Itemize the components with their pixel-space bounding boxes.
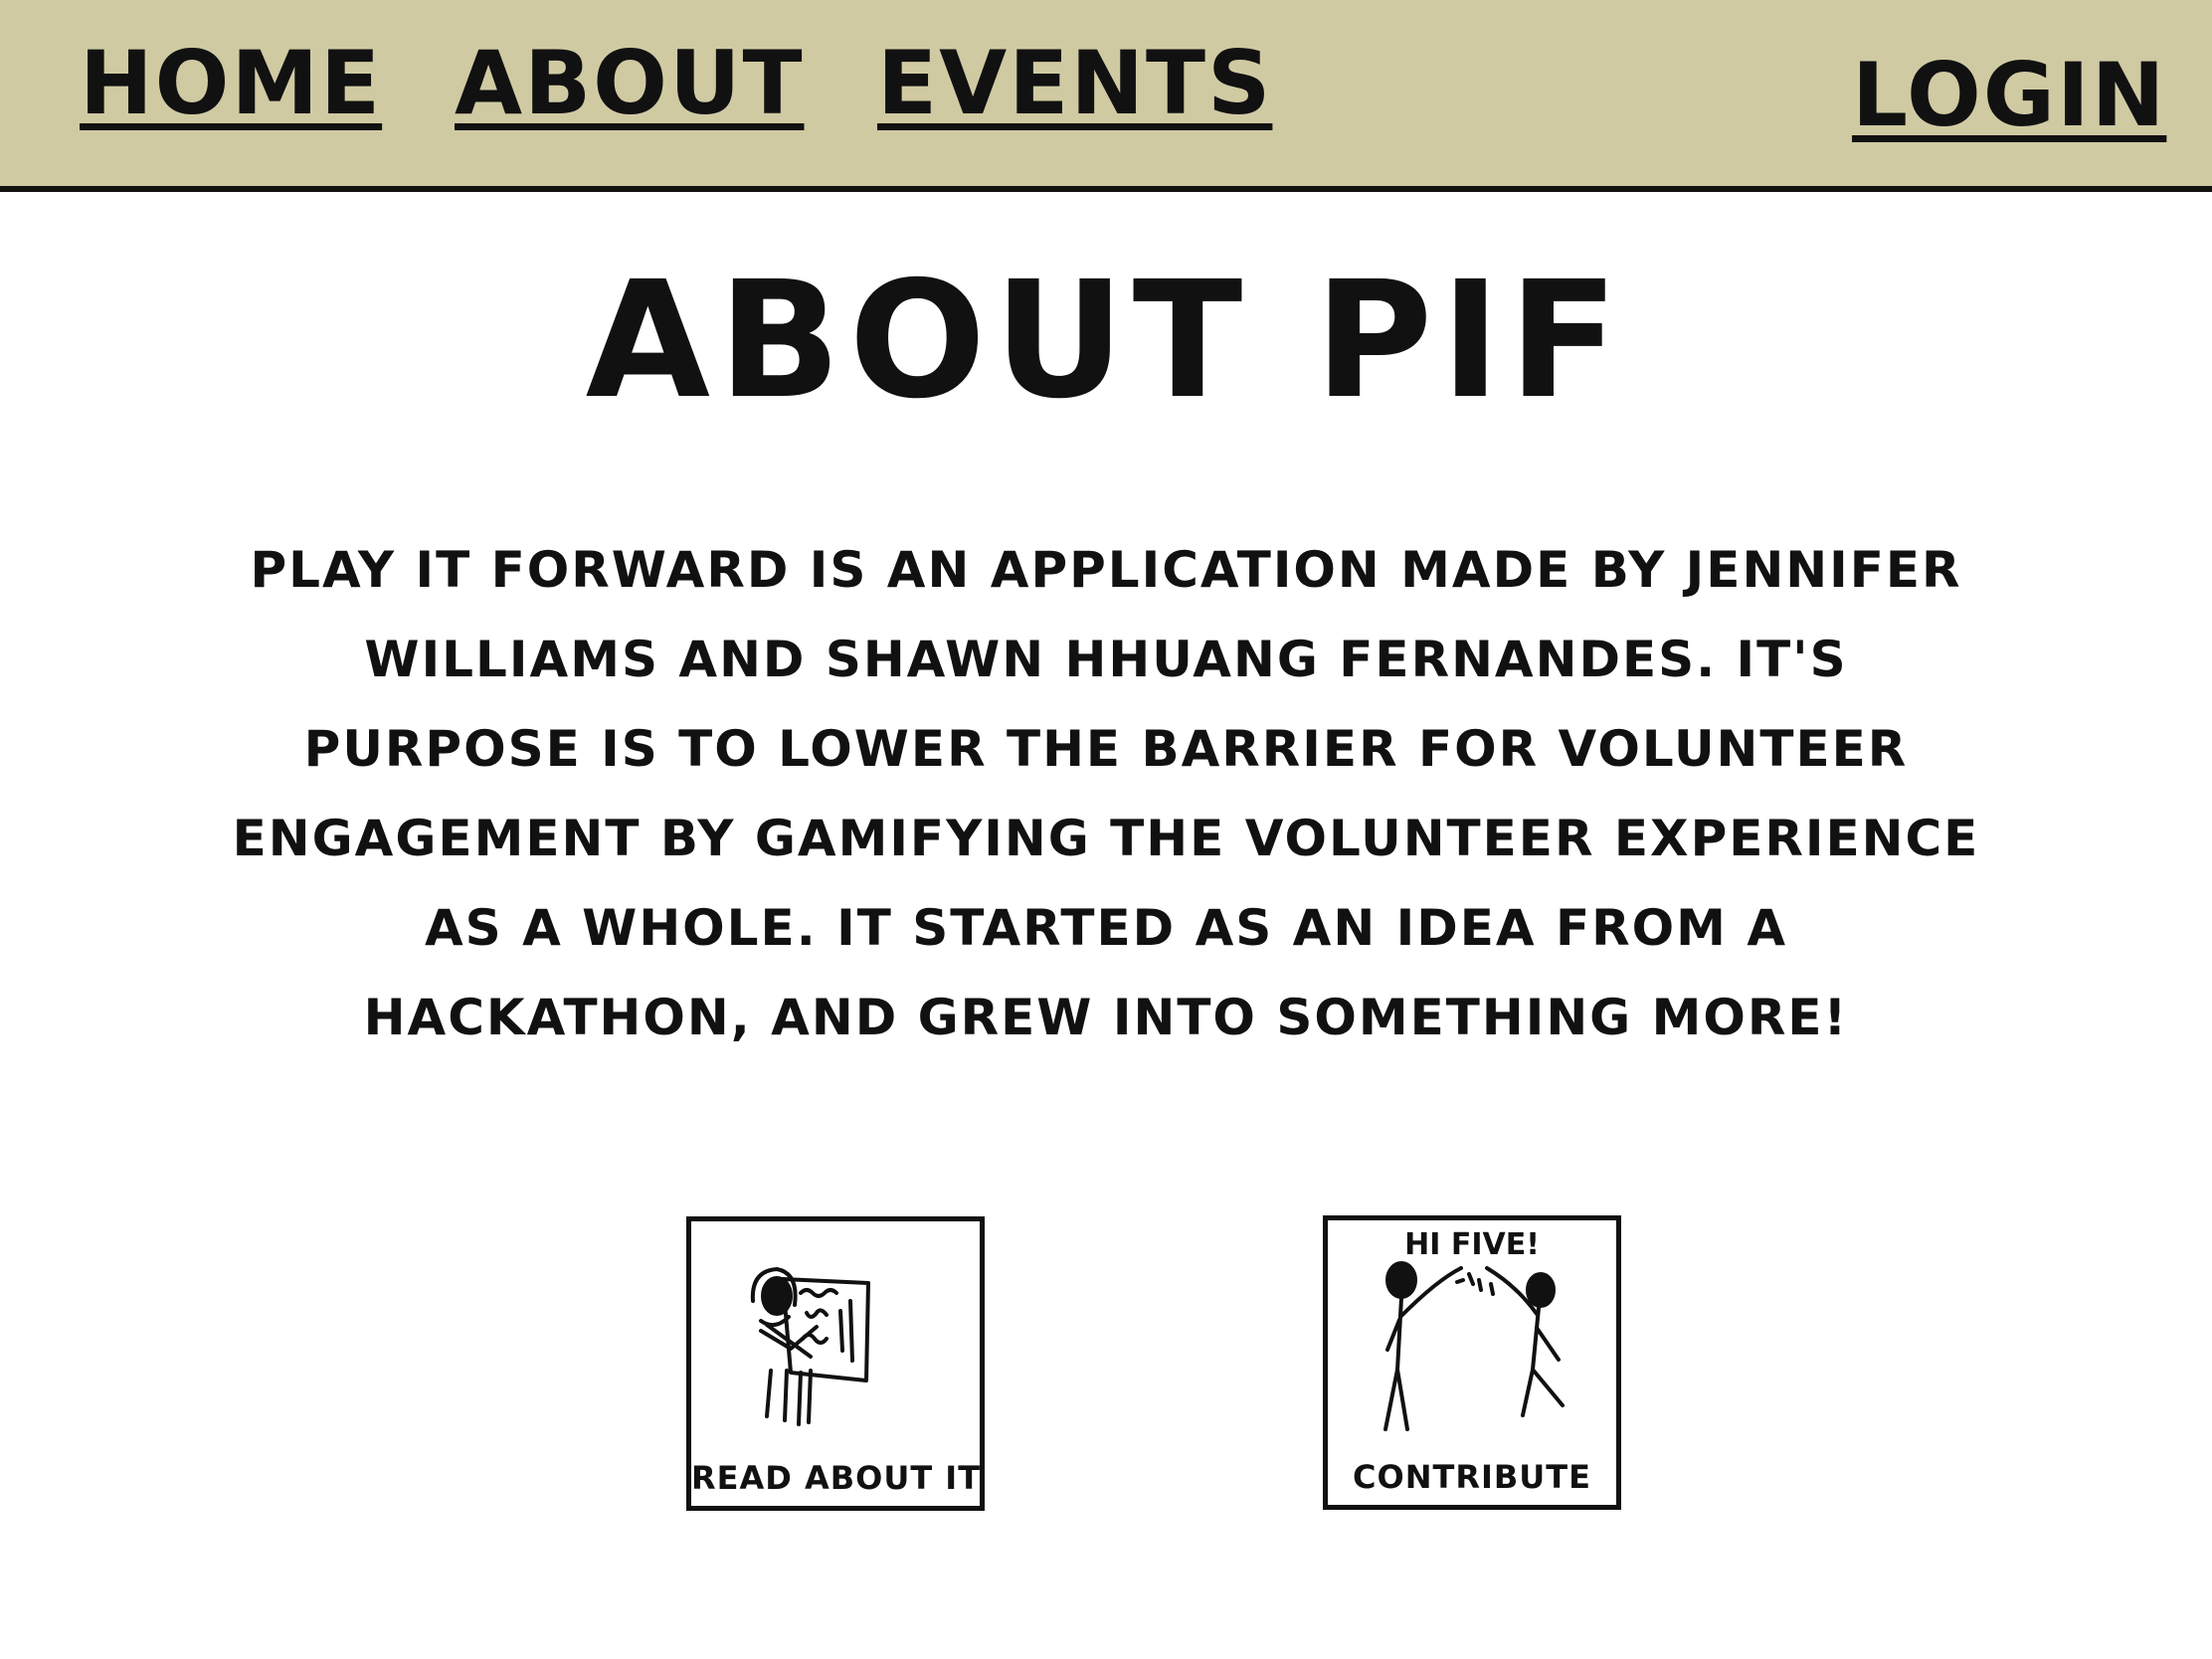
contribute-tile[interactable]: HI FIVE! CONTRIBUTE: [1323, 1215, 1621, 1510]
hi-five-caption: HI FIVE!: [1404, 1227, 1540, 1262]
read-about-it-label: READ ABOUT IT: [691, 1459, 982, 1497]
nav-home-link[interactable]: HOME: [80, 32, 383, 134]
about-description: PLAY IT FORWARD IS AN APPLICATION MADE B…: [232, 541, 1980, 1046]
page-title: ABOUT PIF: [585, 248, 1627, 435]
nav-events-link[interactable]: EVENTS: [877, 32, 1273, 134]
high-five-icon: [1383, 1261, 1565, 1431]
nav-about-link[interactable]: ABOUT: [455, 32, 805, 134]
navbar: HOME ABOUT EVENTS LOGIN: [0, 0, 2212, 192]
nav-login-link[interactable]: LOGIN: [1852, 44, 2167, 146]
contribute-label: CONTRIBUTE: [1353, 1458, 1591, 1496]
read-about-it-tile[interactable]: READ ABOUT IT: [686, 1216, 985, 1511]
newspaper-reader-icon: [750, 1267, 870, 1426]
